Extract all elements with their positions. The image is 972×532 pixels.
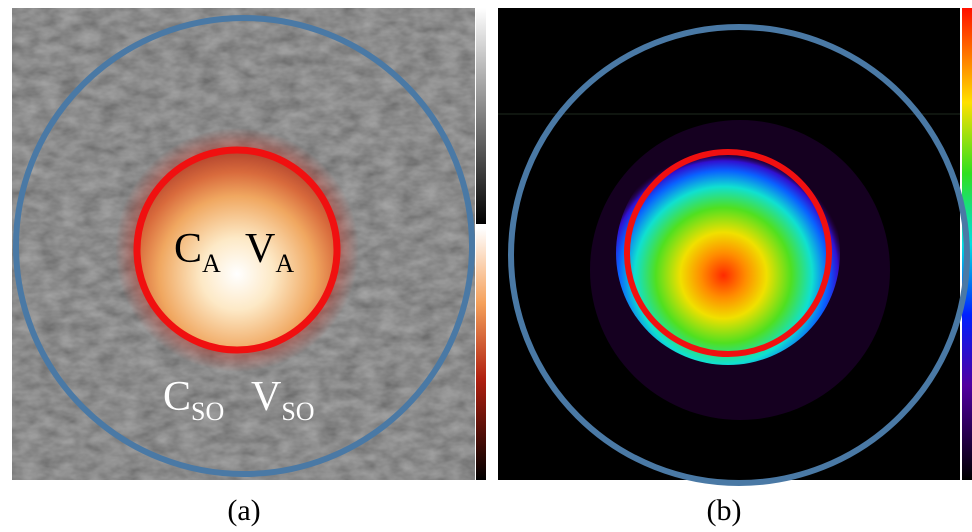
figure: CA VA CSO VSO (a) (b) [0, 0, 972, 532]
subscript: A [275, 249, 294, 278]
panel-label: (a) [227, 494, 260, 527]
panel-b: (b) [498, 8, 972, 527]
heat-blob [616, 141, 840, 365]
red-circle [137, 150, 337, 350]
colorbar [476, 228, 486, 480]
panel-a: CA VA CSO VSO (a) [12, 8, 486, 527]
symbol: C [174, 226, 202, 272]
colorbar [476, 8, 486, 224]
symbol: C [163, 374, 191, 420]
symbol: V [251, 374, 281, 420]
subscript: SO [281, 397, 314, 426]
subscript: A [202, 249, 221, 278]
panel-label: (b) [707, 494, 742, 527]
symbol: V [245, 226, 275, 272]
subscript: SO [191, 397, 224, 426]
